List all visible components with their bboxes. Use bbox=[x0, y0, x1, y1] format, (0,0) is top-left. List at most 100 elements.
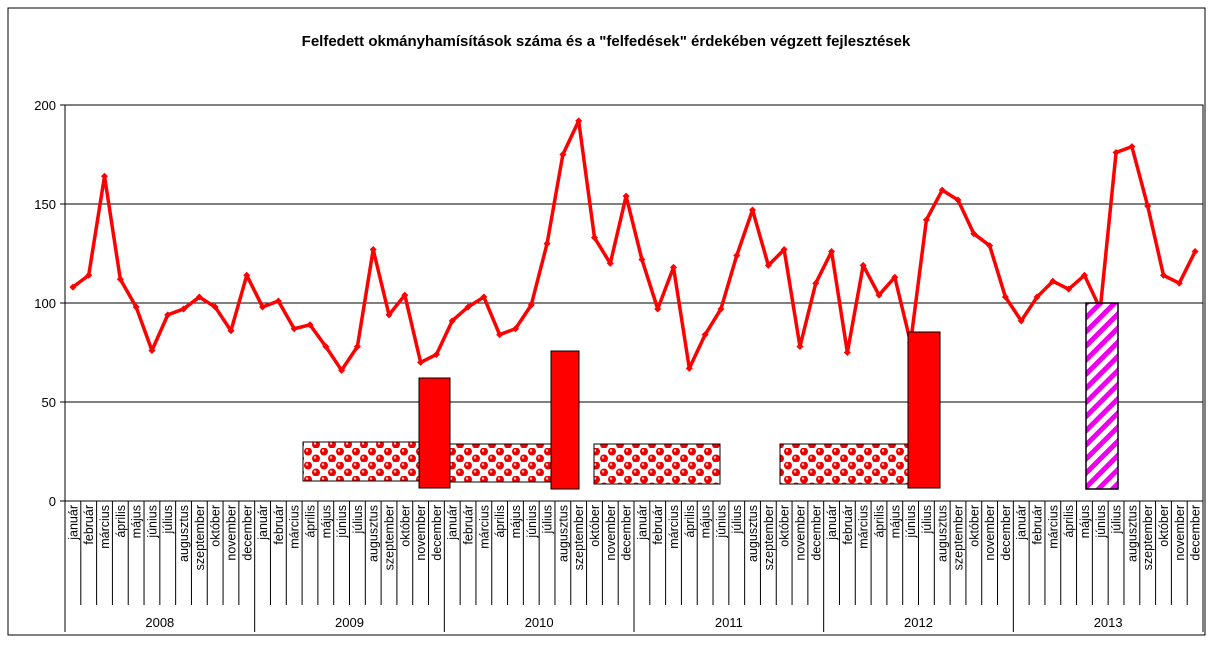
data-point bbox=[1175, 279, 1183, 287]
data-point bbox=[385, 311, 393, 319]
data-point bbox=[369, 246, 377, 254]
data-point bbox=[954, 196, 962, 204]
x-tick-label: augusztus bbox=[367, 505, 381, 562]
x-tick-label: december bbox=[1189, 505, 1203, 561]
development-period bbox=[449, 443, 552, 483]
data-point bbox=[401, 291, 409, 299]
development-bar bbox=[418, 377, 451, 489]
x-tick-label: szeptember bbox=[193, 505, 207, 570]
data-point bbox=[828, 248, 836, 256]
data-point bbox=[353, 343, 361, 351]
data-point bbox=[322, 343, 330, 351]
y-tick-label: 0 bbox=[49, 494, 56, 509]
x-tick-label: február bbox=[82, 505, 96, 545]
x-tick-label: október bbox=[588, 505, 602, 547]
x-tick-label: szeptember bbox=[1141, 505, 1155, 570]
x-tick-label: november bbox=[793, 505, 807, 561]
data-point bbox=[701, 331, 709, 339]
x-tick-label: november bbox=[224, 505, 238, 561]
data-point bbox=[259, 303, 267, 311]
x-tick-label: december bbox=[430, 505, 444, 561]
data-point bbox=[1033, 293, 1041, 301]
x-tick-label: január bbox=[66, 505, 80, 541]
data-point bbox=[1001, 293, 1009, 301]
data-point bbox=[891, 273, 899, 281]
x-tick-label: február bbox=[462, 505, 476, 545]
year-label: 2013 bbox=[1094, 615, 1123, 630]
x-tick-label: július bbox=[541, 505, 555, 535]
x-tick-label: május bbox=[130, 505, 144, 538]
data-point bbox=[764, 261, 772, 269]
x-tick-label: május bbox=[319, 505, 333, 538]
x-tick-label: október bbox=[398, 505, 412, 547]
data-point bbox=[148, 347, 156, 355]
data-point bbox=[274, 297, 282, 305]
x-tick-label: február bbox=[841, 505, 855, 545]
x-tick-label: november bbox=[414, 505, 428, 561]
development-period bbox=[779, 443, 909, 485]
data-point bbox=[859, 261, 867, 269]
x-tick-label: március bbox=[477, 505, 491, 549]
x-tick-label: április bbox=[114, 505, 128, 538]
data-point bbox=[432, 350, 440, 358]
x-tick-label: június bbox=[335, 505, 349, 539]
x-tick-label: augusztus bbox=[936, 505, 950, 562]
x-tick-label: július bbox=[351, 505, 365, 535]
year-label: 2010 bbox=[525, 615, 554, 630]
x-tick-label: március bbox=[98, 505, 112, 549]
x-tick-label: november bbox=[604, 505, 618, 561]
x-tick-label: október bbox=[778, 505, 792, 547]
x-tick-label: május bbox=[888, 505, 902, 538]
x-tick-label: augusztus bbox=[556, 505, 570, 562]
data-point bbox=[670, 263, 678, 271]
x-tick-label: május bbox=[509, 505, 523, 538]
x-tick-label: december bbox=[240, 505, 254, 561]
x-tick-label: január bbox=[635, 505, 649, 541]
data-point bbox=[227, 327, 235, 335]
data-point bbox=[843, 349, 851, 356]
x-tick-label: május bbox=[1078, 505, 1092, 538]
x-tick-label: január bbox=[446, 505, 460, 541]
x-tick-label: augusztus bbox=[746, 505, 760, 562]
y-tick-label: 150 bbox=[34, 197, 56, 212]
data-point bbox=[685, 364, 693, 372]
data-point bbox=[970, 230, 978, 238]
data-point bbox=[559, 151, 567, 158]
data-point bbox=[306, 321, 314, 329]
year-label: 2011 bbox=[715, 615, 743, 630]
x-tick-label: június bbox=[145, 505, 159, 539]
data-point bbox=[780, 246, 788, 254]
data-point bbox=[1191, 248, 1199, 256]
data-point bbox=[164, 311, 172, 319]
data-point bbox=[986, 242, 994, 250]
x-tick-label: március bbox=[667, 505, 681, 549]
x-tick-label: augusztus bbox=[177, 505, 191, 562]
x-tick-label: december bbox=[620, 505, 634, 561]
data-point bbox=[622, 192, 630, 200]
data-point bbox=[796, 343, 804, 351]
development-bar bbox=[1085, 302, 1119, 490]
x-tick-label: június bbox=[525, 505, 539, 539]
x-tick-label: február bbox=[651, 505, 665, 545]
data-point bbox=[575, 117, 583, 125]
x-tick-label: október bbox=[209, 505, 223, 547]
x-tick-label: szeptember bbox=[952, 505, 966, 570]
x-tick-label: július bbox=[161, 505, 175, 535]
development-bar bbox=[907, 331, 941, 489]
year-label: 2008 bbox=[145, 615, 174, 630]
x-tick-label: december bbox=[809, 505, 823, 561]
data-point bbox=[1049, 277, 1057, 285]
data-point bbox=[69, 283, 77, 291]
data-point bbox=[1144, 202, 1152, 210]
data-point bbox=[85, 271, 93, 279]
y-tick-label: 200 bbox=[34, 98, 56, 113]
year-label: 2009 bbox=[335, 615, 364, 630]
x-tick-label: április bbox=[493, 505, 507, 538]
x-tick-label: október bbox=[1157, 505, 1171, 547]
x-tick-label: március bbox=[1046, 505, 1060, 549]
data-point bbox=[243, 271, 251, 279]
data-point bbox=[875, 291, 883, 299]
x-tick-label: május bbox=[699, 505, 713, 538]
data-point bbox=[1128, 143, 1136, 151]
